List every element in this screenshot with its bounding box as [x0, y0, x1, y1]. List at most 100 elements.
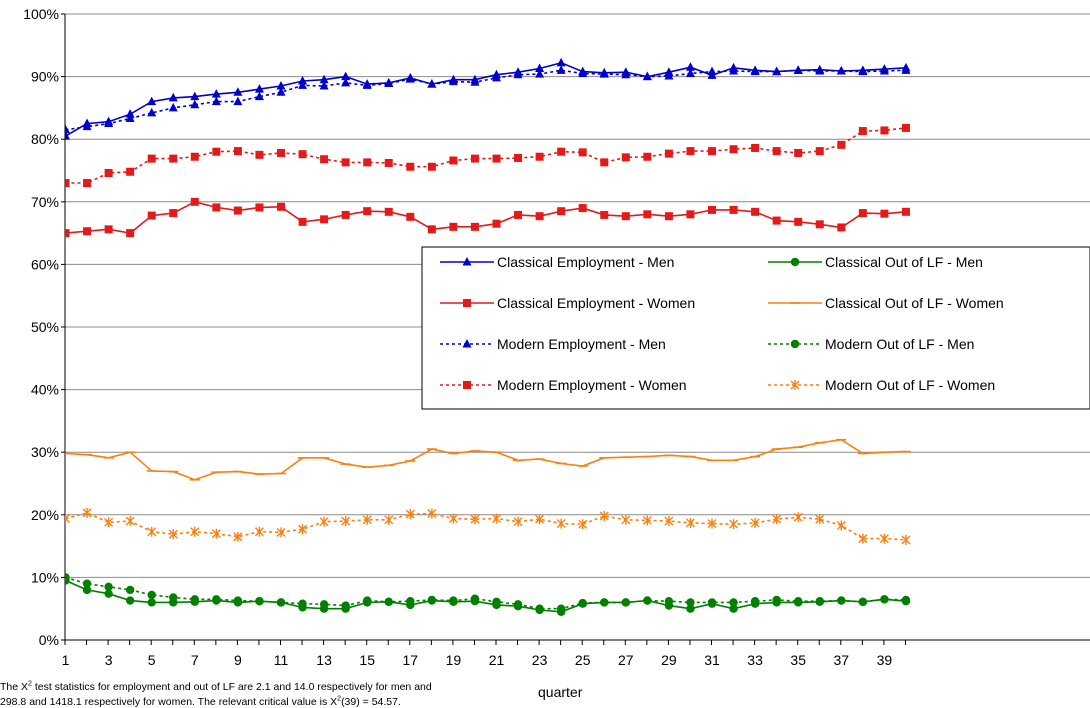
data-point: [556, 604, 566, 613]
y-tick-label: 70%: [31, 194, 59, 210]
data-point: [750, 517, 760, 528]
data-point: [621, 212, 630, 221]
data-point: [406, 162, 415, 171]
data-point: [65, 513, 70, 524]
data-point: [513, 516, 523, 527]
legend-swatch-marker: [462, 257, 472, 266]
data-point: [858, 597, 868, 607]
data-point: [664, 516, 674, 527]
data-point: [685, 68, 695, 77]
data-point: [621, 69, 631, 79]
legend-label: Classical Employment - Men: [497, 254, 674, 270]
data-point: [901, 207, 910, 216]
data-point: [147, 211, 156, 220]
y-tick-label: 10%: [31, 569, 59, 585]
data-point: [815, 514, 825, 525]
data-point: [599, 69, 609, 78]
data-point: [449, 596, 458, 605]
y-tick-label: 100%: [23, 6, 59, 22]
data-point: [298, 150, 307, 159]
x-tick-label: 33: [747, 652, 763, 668]
data-point: [470, 77, 480, 86]
data-point: [621, 514, 631, 525]
data-point: [298, 217, 307, 226]
x-tick-label: 1: [62, 652, 70, 668]
data-point: [708, 147, 716, 156]
series-line: [65, 127, 907, 184]
data-point: [879, 533, 889, 544]
data-point: [793, 512, 803, 523]
data-point: [901, 123, 910, 132]
data-point: [535, 604, 544, 613]
series-modern-out-of-lf-women: [65, 507, 911, 545]
data-point: [858, 66, 868, 76]
data-point: [470, 514, 480, 525]
y-tick-label: 30%: [31, 444, 59, 460]
data-point: [384, 514, 394, 525]
data-point: [384, 158, 393, 167]
data-point: [492, 219, 501, 228]
data-point: [190, 152, 199, 161]
footnote-1-superscript: 2: [28, 680, 32, 688]
series-line: [65, 438, 907, 481]
data-point: [600, 210, 609, 219]
data-point: [362, 514, 372, 525]
data-point: [557, 207, 566, 216]
data-point: [83, 227, 92, 236]
data-point: [729, 604, 738, 613]
data-point: [65, 124, 70, 134]
data-point: [125, 516, 135, 527]
data-point: [298, 524, 308, 535]
data-point: [535, 69, 545, 78]
data-point: [664, 212, 673, 221]
data-point: [427, 595, 437, 605]
data-point: [147, 598, 156, 607]
legend-swatch-marker: [462, 339, 472, 348]
data-point: [794, 217, 803, 226]
data-point: [556, 518, 566, 529]
data-point: [363, 596, 372, 605]
data-point: [211, 96, 221, 106]
data-point: [104, 169, 113, 178]
data-point: [104, 589, 113, 598]
data-point: [879, 65, 889, 75]
x-tick-label: 31: [704, 652, 720, 668]
data-point: [600, 598, 609, 607]
data-point: [406, 212, 415, 221]
data-point: [147, 154, 156, 163]
data-point: [212, 147, 221, 156]
data-point: [449, 156, 458, 165]
data-point: [729, 65, 739, 75]
data-point: [427, 79, 437, 88]
x-tick-label: 37: [834, 652, 850, 668]
data-point: [901, 65, 911, 74]
data-point: [362, 80, 372, 89]
data-point: [384, 207, 393, 216]
series-line: [65, 512, 907, 541]
data-point: [190, 91, 200, 101]
footnote-line-2: 298.8 and 1418.1 respectively for women.…: [0, 696, 401, 708]
data-point: [211, 89, 221, 98]
data-point: [643, 596, 652, 605]
data-point: [707, 598, 717, 607]
data-point: [233, 596, 243, 605]
data-point: [82, 579, 92, 588]
data-point: [211, 528, 221, 539]
data-point: [643, 152, 652, 161]
data-point: [836, 520, 846, 531]
data-point: [578, 598, 587, 608]
y-tick-label: 20%: [31, 507, 59, 523]
data-point: [448, 76, 458, 86]
data-point: [686, 210, 695, 219]
data-point: [600, 158, 609, 167]
data-point: [449, 222, 458, 231]
data-point: [729, 598, 738, 607]
data-point: [384, 597, 393, 607]
data-point: [276, 527, 286, 538]
data-point: [384, 78, 394, 87]
data-point: [599, 511, 609, 522]
data-point: [147, 526, 157, 537]
data-point: [320, 215, 329, 224]
data-point: [298, 599, 307, 608]
data-point: [254, 84, 264, 93]
